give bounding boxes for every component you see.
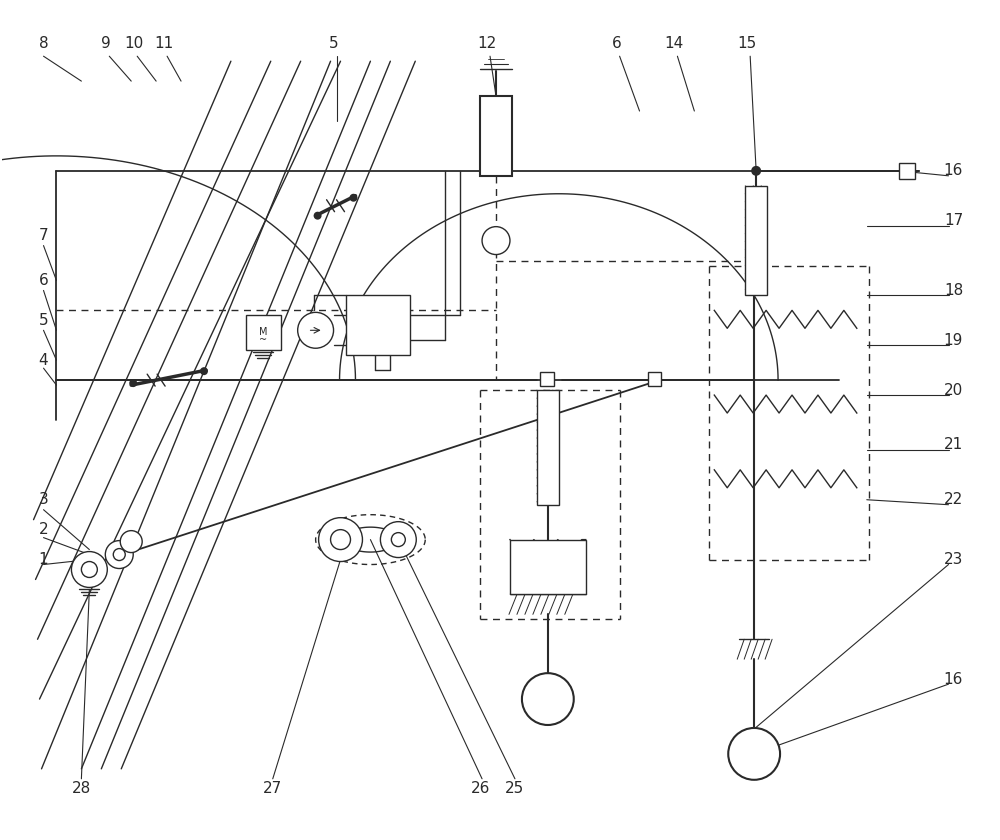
Text: 20: 20 (944, 382, 963, 397)
Text: 14: 14 (665, 36, 684, 50)
Circle shape (120, 531, 142, 553)
Circle shape (113, 549, 125, 560)
Text: 25: 25 (505, 781, 525, 796)
Text: 2: 2 (39, 522, 48, 537)
Text: 26: 26 (470, 781, 490, 796)
Bar (537, 390, 559, 505)
Text: 21: 21 (944, 438, 963, 453)
Bar (246, 315, 281, 350)
Text: M: M (259, 328, 267, 338)
Bar (540, 372, 554, 386)
Text: 10: 10 (125, 36, 144, 50)
Circle shape (391, 533, 405, 547)
Text: 8: 8 (39, 36, 48, 50)
Text: 15: 15 (738, 36, 757, 50)
Circle shape (522, 673, 574, 725)
Bar (346, 296, 410, 355)
Bar (648, 372, 661, 386)
Text: 17: 17 (944, 213, 963, 228)
Circle shape (349, 194, 357, 202)
Text: 28: 28 (72, 781, 91, 796)
Text: 1: 1 (39, 552, 48, 567)
Text: 16: 16 (944, 672, 963, 686)
Text: 7: 7 (39, 228, 48, 243)
Bar (480, 96, 512, 176)
Circle shape (71, 552, 107, 587)
Circle shape (482, 227, 510, 255)
Text: 3: 3 (39, 492, 48, 507)
Text: 22: 22 (944, 492, 963, 507)
Text: 19: 19 (944, 333, 963, 348)
Text: 6: 6 (612, 36, 621, 50)
Text: 16: 16 (944, 163, 963, 178)
Text: 5: 5 (39, 312, 48, 328)
Circle shape (105, 541, 133, 569)
Circle shape (331, 530, 350, 549)
Circle shape (380, 522, 416, 558)
Text: ~: ~ (259, 335, 267, 345)
Bar (745, 186, 767, 296)
Circle shape (314, 212, 322, 220)
Text: 23: 23 (944, 552, 963, 567)
Circle shape (298, 312, 334, 349)
Text: 9: 9 (101, 36, 111, 50)
Bar (510, 539, 586, 595)
Circle shape (81, 561, 97, 577)
Text: 5: 5 (329, 36, 338, 50)
Circle shape (200, 367, 208, 375)
Circle shape (751, 165, 761, 176)
Circle shape (129, 379, 137, 387)
Circle shape (319, 517, 362, 561)
Bar (899, 163, 915, 179)
Text: 18: 18 (944, 283, 963, 298)
Text: 27: 27 (263, 781, 282, 796)
Text: 6: 6 (39, 273, 48, 288)
Text: 12: 12 (477, 36, 497, 50)
Text: 11: 11 (154, 36, 174, 50)
Text: 4: 4 (39, 353, 48, 368)
Circle shape (728, 728, 780, 780)
